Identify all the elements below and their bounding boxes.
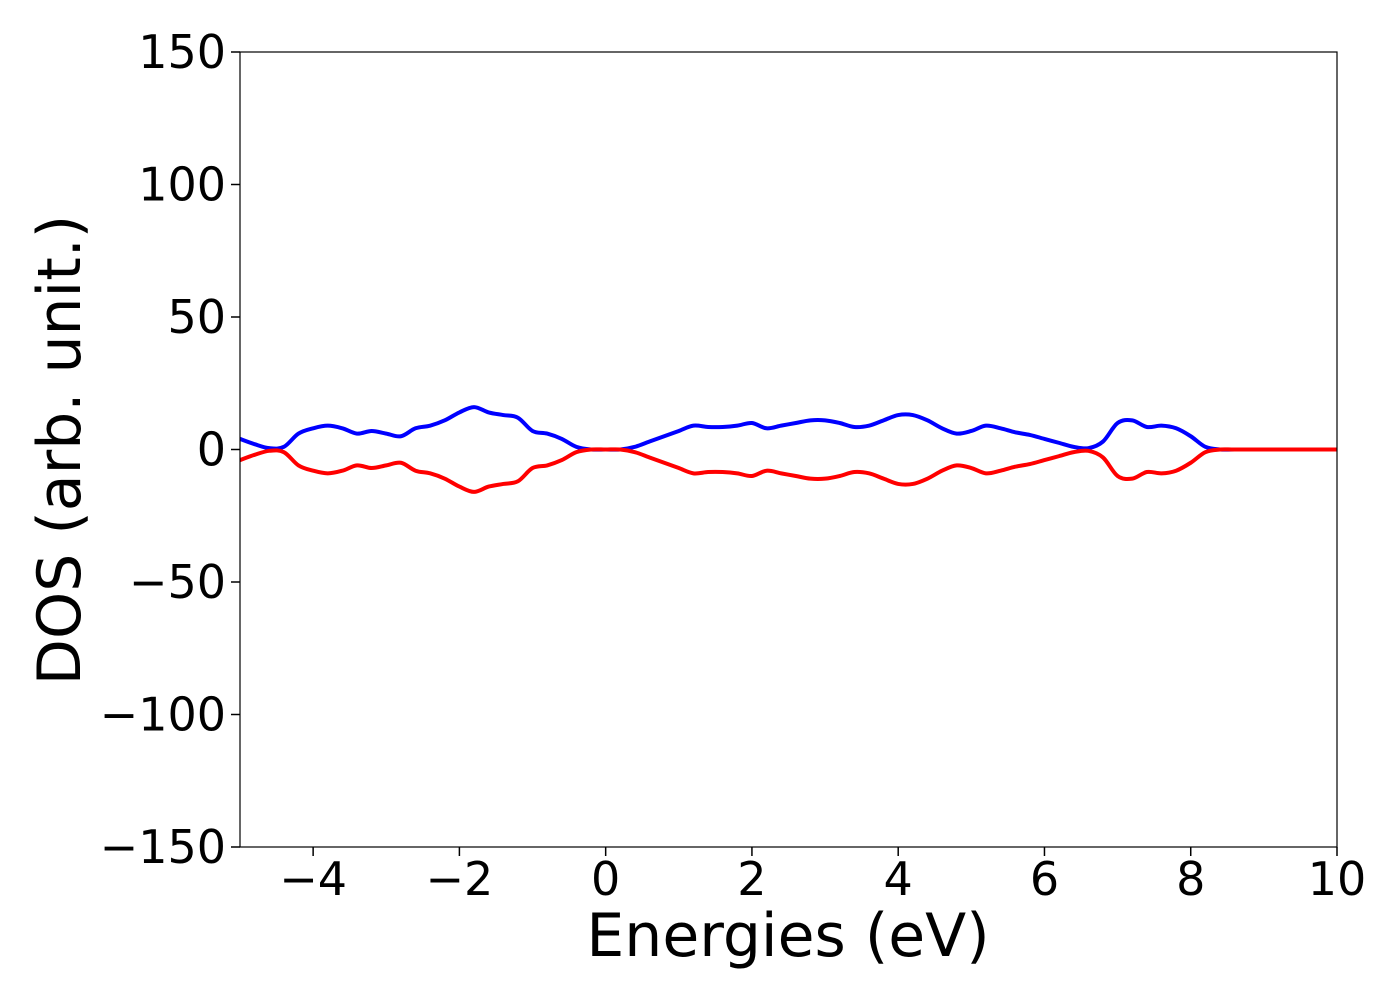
y-tick-label: 50 xyxy=(167,290,226,344)
y-tick-label: −50 xyxy=(129,555,226,609)
y-tick-label: −100 xyxy=(100,688,226,742)
x-tick-label: 8 xyxy=(1176,852,1205,906)
plot-frame xyxy=(239,51,1338,848)
dos-series-1-line xyxy=(240,405,1337,452)
x-tick-label: 10 xyxy=(1308,852,1367,906)
y-tick-label: 100 xyxy=(138,158,226,212)
y-tick-label: 0 xyxy=(197,423,226,477)
y-tick-label: 150 xyxy=(138,25,226,79)
dos-series-2-line xyxy=(240,447,1337,494)
x-tick-label: 6 xyxy=(1030,852,1059,906)
x-tick-label: 4 xyxy=(884,852,913,906)
y-axis-title: DOS (arb. unit.) xyxy=(25,215,95,685)
x-axis-ticks: −4 −2 0 2 4 6 8 10 xyxy=(279,847,1366,906)
y-tick-label: −150 xyxy=(100,820,226,874)
y-axis-ticks: −150 −100 −50 0 50 100 150 xyxy=(100,25,240,874)
x-tick-label: −2 xyxy=(425,852,493,906)
x-axis-title: Energies (eV) xyxy=(586,901,989,971)
x-tick-label: −4 xyxy=(279,852,347,906)
plot-lines xyxy=(240,405,1337,494)
x-tick-label: 0 xyxy=(591,852,620,906)
x-tick-label: 2 xyxy=(737,852,766,906)
